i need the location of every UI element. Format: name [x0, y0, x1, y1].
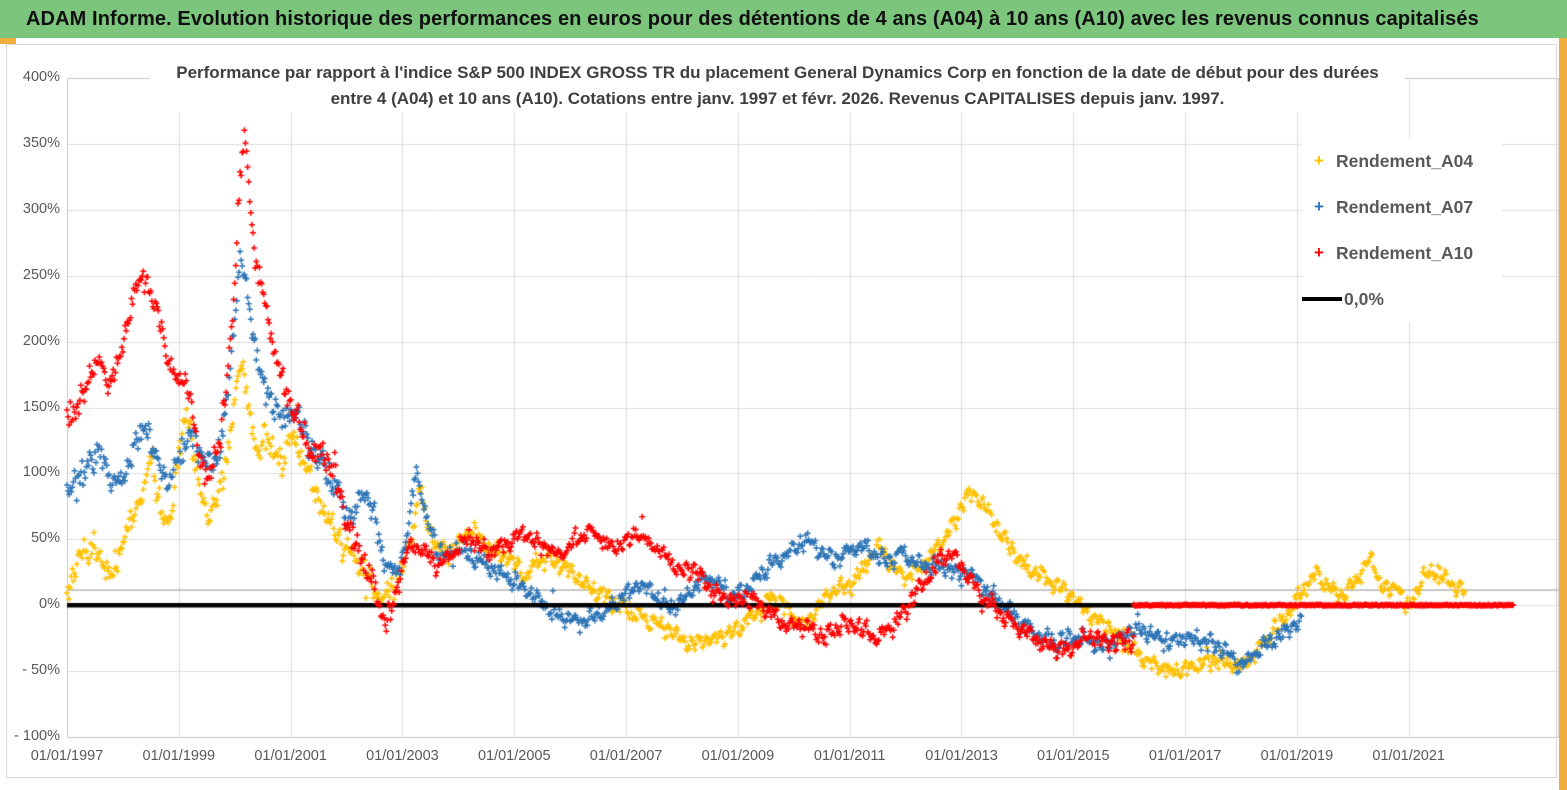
legend-label: Rendement_A07: [1336, 196, 1474, 217]
x-tick-label: 01/01/2011: [813, 748, 886, 764]
y-tick-label: 400%: [22, 69, 60, 85]
x-tick-label: 01/01/2003: [366, 748, 439, 764]
x-tick-label: 01/01/2013: [925, 748, 998, 764]
legend-item-0-0-[interactable]: 0,0%: [1302, 276, 1502, 322]
x-tick-label: 01/01/2009: [701, 748, 775, 764]
plus-marker-icon: +: [1314, 151, 1324, 170]
legend-item-rendement-a10[interactable]: + Rendement_A10: [1302, 230, 1502, 276]
legend-item-rendement-a07[interactable]: + Rendement_A07: [1302, 184, 1502, 230]
legend-label: Rendement_A10: [1336, 242, 1474, 263]
y-tick-label: 0%: [39, 596, 60, 613]
legend-label: Rendement_A04: [1336, 150, 1474, 171]
chart-title: Performance par rapport à l'indice S&P 5…: [150, 60, 1405, 112]
line-marker-icon: [1302, 297, 1342, 301]
y-tick-label: 350%: [22, 134, 60, 151]
plus-marker-icon: +: [1314, 197, 1324, 216]
y-tick-label: 50%: [30, 530, 60, 547]
x-tick-label: 01/01/1999: [142, 748, 216, 764]
x-tick-label: 01/01/2007: [589, 748, 663, 764]
y-tick-label: - 100%: [14, 728, 60, 744]
y-tick-label: 150%: [22, 398, 60, 415]
y-tick-label: 300%: [22, 200, 60, 217]
chart-title-line2: entre 4 (A04) et 10 ans (A10). Cotations…: [330, 89, 1225, 108]
x-tick-label: 01/01/2005: [477, 748, 551, 764]
plus-marker-icon: +: [1314, 243, 1324, 262]
y-tick-label: 200%: [22, 332, 60, 349]
x-tick-label: 01/01/2021: [1372, 748, 1445, 764]
chart-title-line1: Performance par rapport à l'indice S&P 5…: [176, 63, 1379, 82]
y-tick-label: 250%: [22, 266, 60, 283]
x-tick-label: 01/01/1997: [30, 748, 104, 764]
chart-legend[interactable]: + Rendement_A04 + Rendement_A07 + Rendement_A…: [1302, 138, 1502, 322]
legend-label: 0,0%: [1344, 288, 1384, 309]
x-tick-label: 01/01/2001: [254, 748, 327, 764]
x-tick-label: 01/01/2015: [1037, 748, 1110, 764]
legend-item-rendement-a04[interactable]: + Rendement_A04: [1302, 138, 1502, 184]
y-tick-label: 100%: [22, 464, 60, 481]
y-tick-label: - 50%: [22, 662, 60, 679]
x-tick-label: 01/01/2017: [1148, 748, 1222, 764]
x-tick-label: 01/01/2019: [1260, 748, 1334, 764]
